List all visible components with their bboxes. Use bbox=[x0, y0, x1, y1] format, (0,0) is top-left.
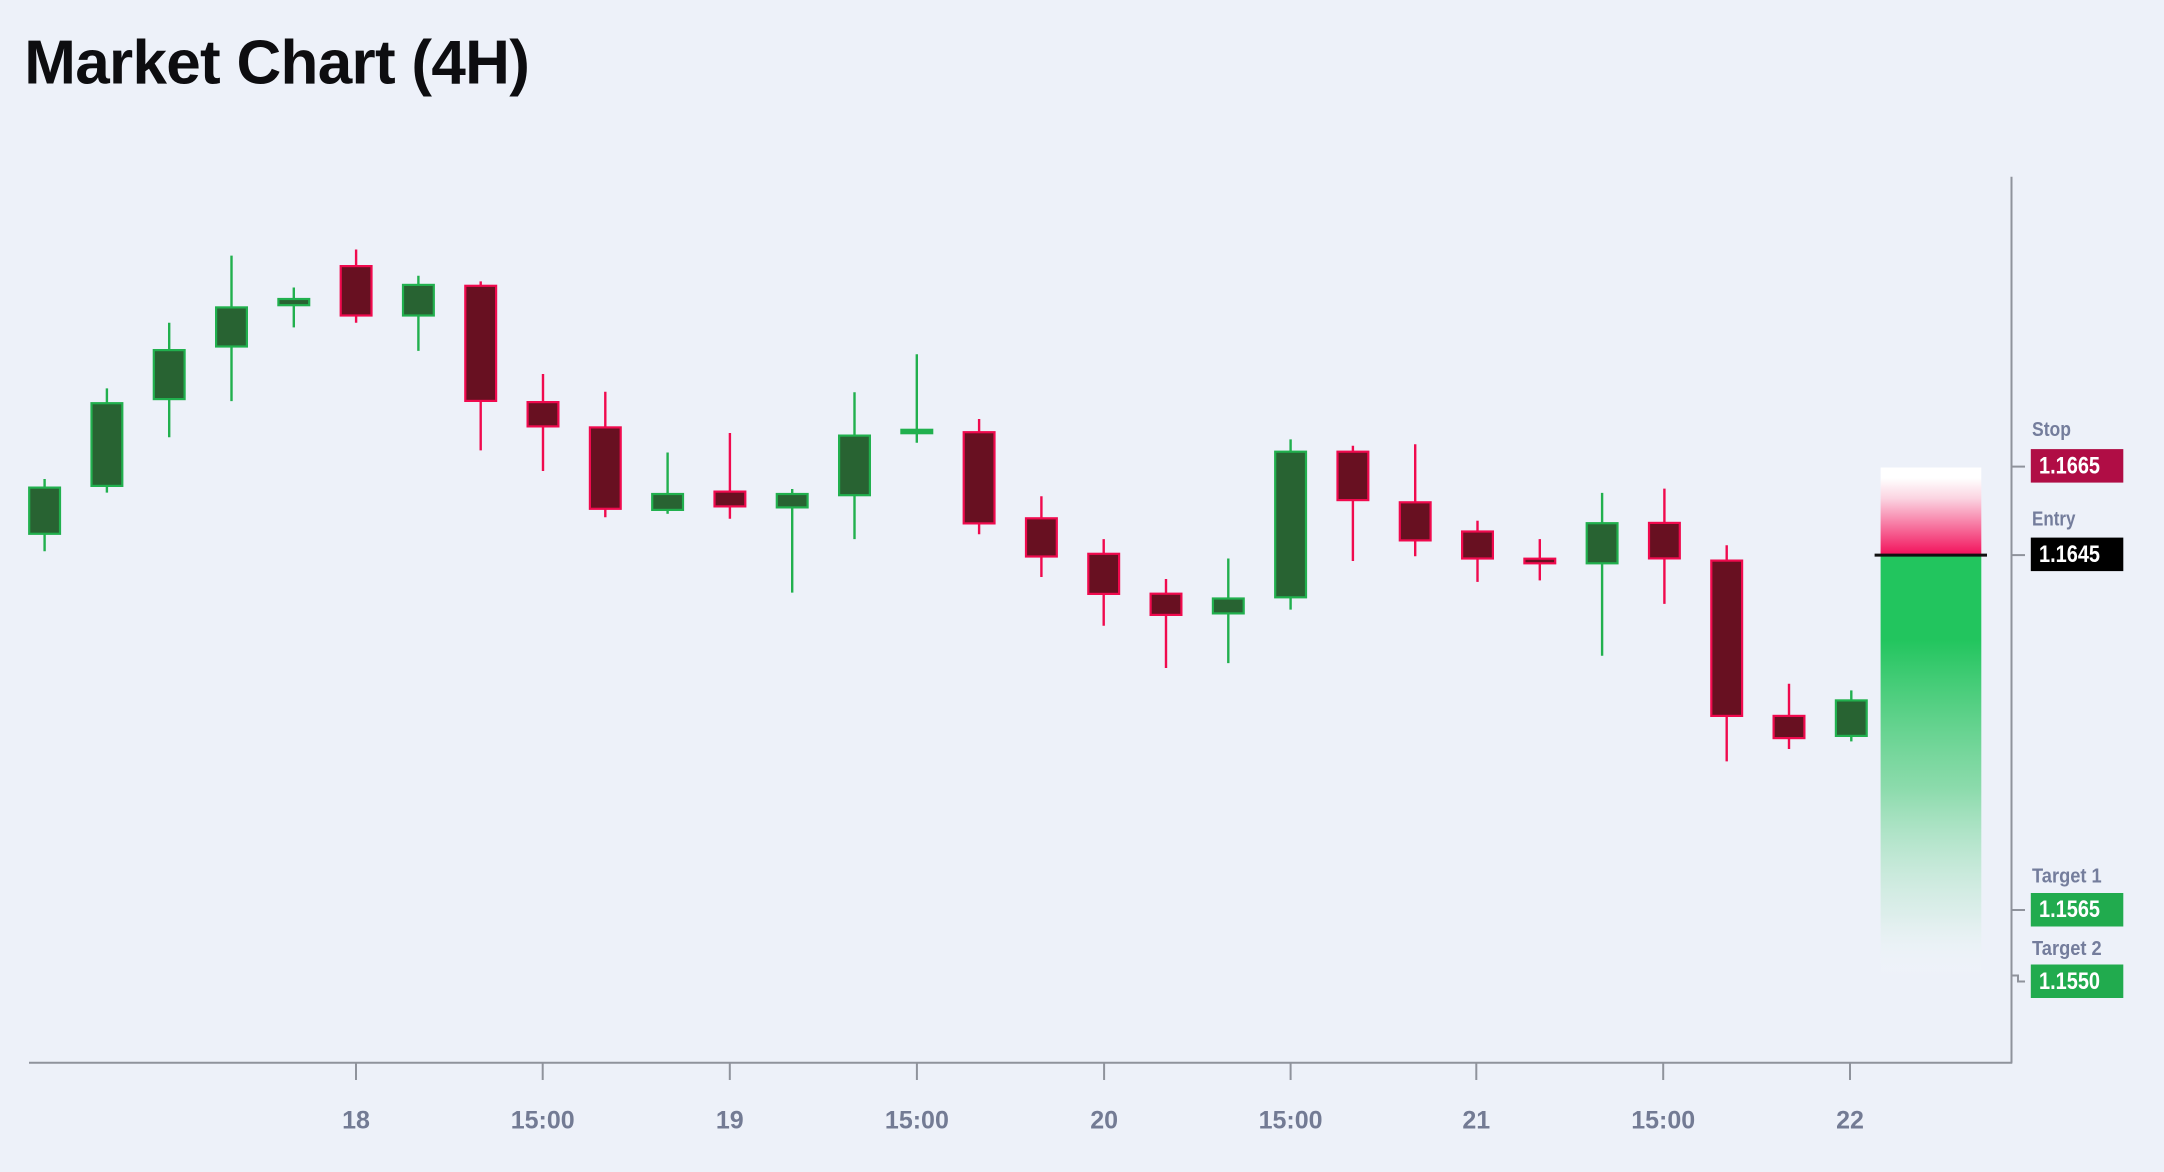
svg-text:21: 21 bbox=[1462, 1107, 1490, 1135]
svg-text:Entry: Entry bbox=[2032, 509, 2076, 531]
svg-text:1.1550: 1.1550 bbox=[2039, 968, 2100, 995]
svg-text:22: 22 bbox=[1836, 1107, 1864, 1135]
svg-text:1.1645: 1.1645 bbox=[2039, 541, 2100, 568]
svg-text:1.1665: 1.1665 bbox=[2039, 452, 2100, 479]
svg-text:Market Chart (4H): Market Chart (4H) bbox=[24, 29, 529, 98]
svg-text:18: 18 bbox=[342, 1107, 370, 1135]
svg-text:15:00: 15:00 bbox=[1259, 1107, 1323, 1135]
svg-text:Stop: Stop bbox=[2032, 419, 2071, 441]
svg-text:15:00: 15:00 bbox=[885, 1107, 949, 1135]
svg-text:Target 1: Target 1 bbox=[2032, 865, 2102, 887]
svg-text:15:00: 15:00 bbox=[511, 1107, 575, 1135]
svg-text:20: 20 bbox=[1090, 1107, 1118, 1135]
svg-text:Target 2: Target 2 bbox=[2032, 938, 2102, 960]
svg-text:1.1565: 1.1565 bbox=[2039, 896, 2100, 923]
svg-text:15:00: 15:00 bbox=[1631, 1107, 1695, 1135]
svg-text:19: 19 bbox=[716, 1107, 744, 1135]
